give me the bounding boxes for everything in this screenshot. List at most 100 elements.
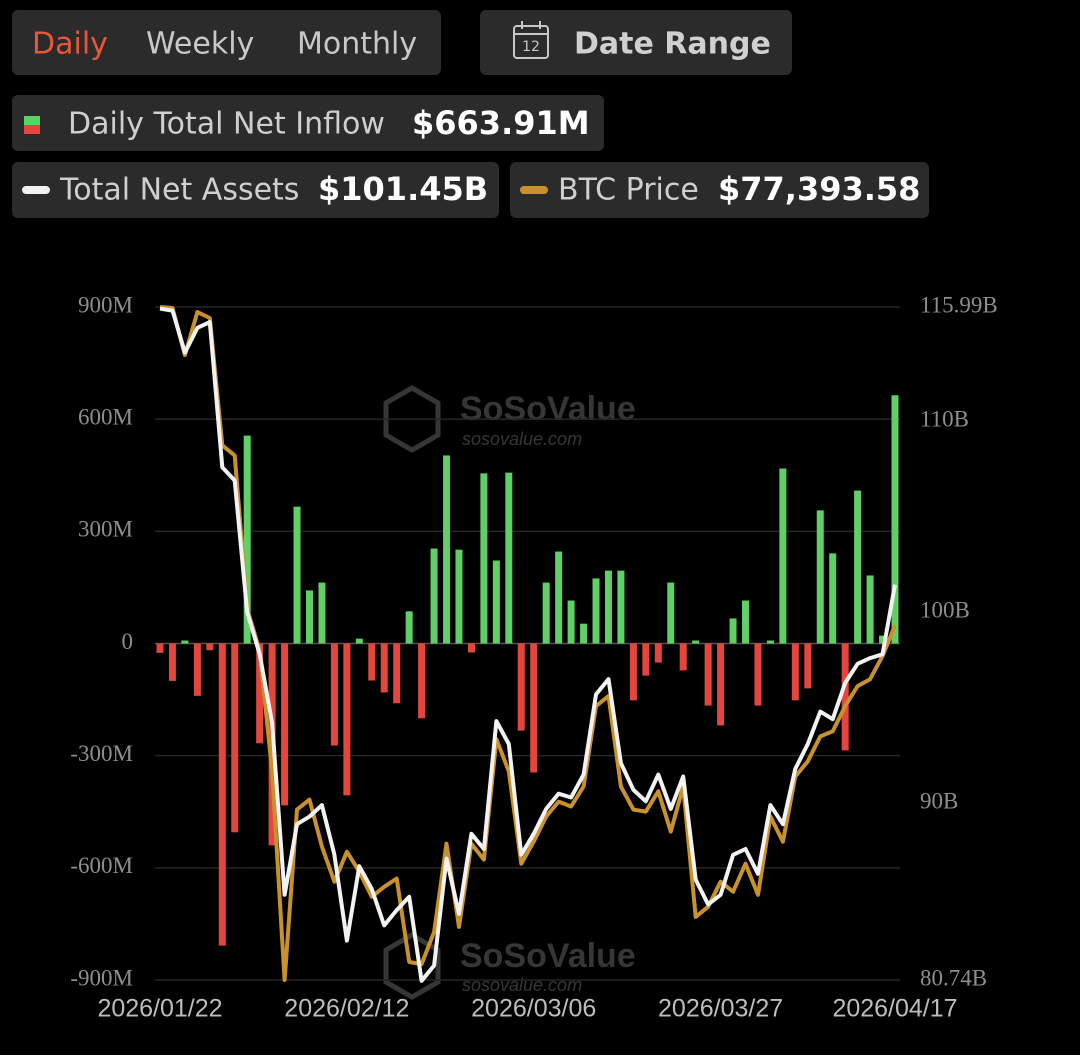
legend-label: BTC Price — [558, 173, 699, 208]
bar — [418, 643, 426, 719]
legend-box — [12, 162, 499, 218]
calendar-day: 12 — [522, 39, 540, 55]
bar — [891, 395, 899, 644]
bar — [567, 600, 575, 644]
calendar-body — [513, 25, 549, 59]
y-tick-label: 300M — [78, 517, 133, 542]
bar — [742, 600, 750, 644]
bar — [667, 582, 675, 644]
bar — [305, 590, 313, 644]
bar — [517, 643, 525, 731]
bar — [193, 643, 201, 696]
bar — [368, 643, 376, 681]
bar — [766, 640, 774, 644]
line — [159, 306, 897, 983]
y-tick-label: -600M — [70, 853, 133, 878]
legend-swatch-positive — [24, 116, 40, 125]
bar — [455, 549, 463, 644]
x-tick-label: 2026/04/17 — [832, 995, 957, 1023]
watermark-brand: SoSoValue — [460, 390, 636, 428]
legend-box — [12, 95, 604, 151]
period-tabs — [12, 10, 441, 75]
date-range-label[interactable]: Date Range — [574, 27, 771, 62]
legend-label: Daily Total Net Inflow — [68, 107, 385, 142]
bar — [754, 643, 762, 706]
y-tick-label: 0 — [122, 629, 134, 654]
legend-box — [510, 162, 929, 218]
bar — [206, 643, 214, 651]
watermark-logo — [383, 932, 441, 1000]
bar — [580, 623, 588, 644]
bar — [505, 472, 513, 644]
x-tick-label: 2026/01/22 — [97, 995, 222, 1023]
bar — [692, 640, 700, 644]
bar — [829, 553, 837, 644]
x-tick-label: 2026/03/27 — [658, 995, 783, 1023]
x-tick-label: 2026/03/06 — [471, 995, 596, 1023]
y2-tick-label: 110B — [920, 407, 969, 432]
bar — [156, 643, 164, 653]
bar — [816, 510, 824, 644]
bar — [804, 643, 812, 689]
y2-tick-label: 115.99B — [920, 292, 998, 317]
bar — [555, 551, 563, 644]
bar — [355, 638, 363, 644]
legend-value: $77,393.58 — [718, 170, 920, 208]
bar — [218, 643, 226, 946]
bar — [717, 643, 725, 726]
bar — [243, 435, 251, 644]
bar — [679, 643, 687, 671]
bar — [330, 643, 338, 746]
bar — [879, 635, 887, 644]
bar — [617, 570, 625, 644]
legend-swatch — [22, 186, 50, 194]
y-tick-label: 900M — [78, 292, 133, 317]
x-tick-label: 2026/02/12 — [284, 995, 409, 1023]
y-tick-label: -300M — [70, 741, 133, 766]
y-tick-label: -900M — [70, 965, 133, 990]
bar — [866, 575, 874, 644]
legend-swatch-negative — [24, 125, 40, 134]
bar — [480, 473, 488, 644]
bar — [380, 643, 388, 693]
bar — [405, 611, 413, 644]
bar — [293, 506, 301, 644]
bar — [492, 560, 500, 644]
bar — [318, 582, 326, 644]
legend-label: Total Net Assets — [59, 173, 299, 208]
bar — [592, 578, 600, 644]
period-tab[interactable]: Daily — [32, 27, 108, 62]
date-range-button[interactable] — [480, 10, 792, 75]
y2-tick-label: 80.74B — [920, 965, 987, 990]
bar — [854, 490, 862, 644]
bar — [841, 643, 849, 751]
bar — [393, 643, 401, 704]
line — [159, 305, 897, 982]
watermark-brand: SoSoValue — [460, 937, 636, 975]
bar — [181, 640, 189, 644]
bar — [231, 643, 239, 833]
period-tab[interactable]: Weekly — [146, 27, 254, 62]
bar — [791, 643, 799, 701]
bar — [779, 468, 787, 644]
bar — [168, 643, 176, 681]
bar — [729, 618, 737, 644]
bar — [629, 643, 637, 701]
period-tab[interactable]: Monthly — [297, 27, 417, 62]
legend-swatch — [520, 186, 548, 194]
watermark-site: sosovalue.com — [462, 429, 582, 449]
legend-value: $101.45B — [318, 170, 488, 208]
legend-value: $663.91M — [412, 104, 590, 142]
bar — [530, 643, 538, 773]
bar — [604, 570, 612, 644]
bar — [443, 455, 451, 644]
watermark-logo — [383, 385, 441, 453]
y2-tick-label: 100B — [920, 598, 970, 623]
bar — [467, 643, 475, 653]
bar — [642, 643, 650, 676]
bar — [542, 582, 550, 644]
watermark-site: sosovalue.com — [462, 975, 582, 995]
bar — [430, 548, 438, 644]
